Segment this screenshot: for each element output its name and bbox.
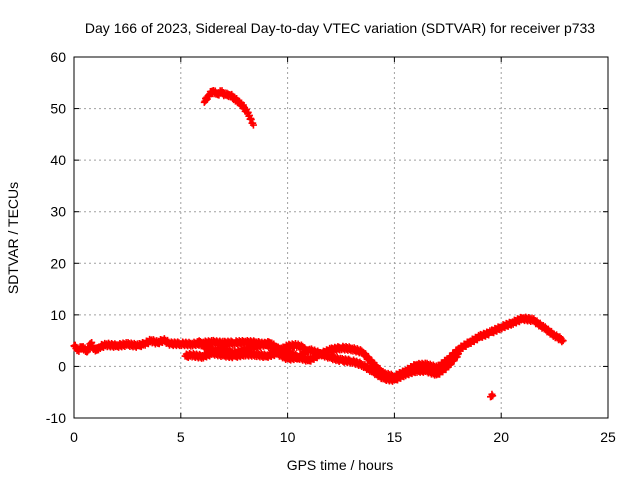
x-axis-label: GPS time / hours [287, 457, 394, 473]
y-axis-label: SDTVAR / TECUs [5, 182, 21, 294]
data-point [559, 337, 567, 345]
series-SDTVAR-outlier [487, 390, 497, 401]
y-tick-label: 50 [50, 101, 66, 117]
data-point [301, 344, 309, 352]
chart-title: Day 166 of 2023, Sidereal Day-to-day VTE… [85, 20, 595, 36]
y-tick-label: 60 [50, 49, 66, 65]
series-SDTVAR-upper-arc [200, 87, 257, 129]
x-tick-label: 15 [387, 429, 403, 445]
x-tick-label: 5 [177, 429, 185, 445]
y-tick-label: -10 [46, 410, 66, 426]
grid-lines [74, 57, 608, 418]
data-point [489, 392, 497, 400]
data-points [70, 87, 567, 401]
series-SDTVAR [70, 313, 567, 382]
x-tick-label: 25 [600, 429, 616, 445]
series-SDTVAR-middle-branch [194, 337, 309, 359]
x-tick-label: 10 [280, 429, 296, 445]
y-tick-label: 40 [50, 152, 66, 168]
y-tick-label: 0 [58, 358, 66, 374]
x-tick-label: 20 [493, 429, 509, 445]
x-tick-label: 0 [70, 429, 78, 445]
plot-frame [73, 56, 609, 419]
data-point [454, 350, 462, 358]
data-point [249, 121, 257, 129]
y-tick-label: 30 [50, 204, 66, 220]
y-tick-label: 10 [50, 307, 66, 323]
y-tick-label: 20 [50, 255, 66, 271]
